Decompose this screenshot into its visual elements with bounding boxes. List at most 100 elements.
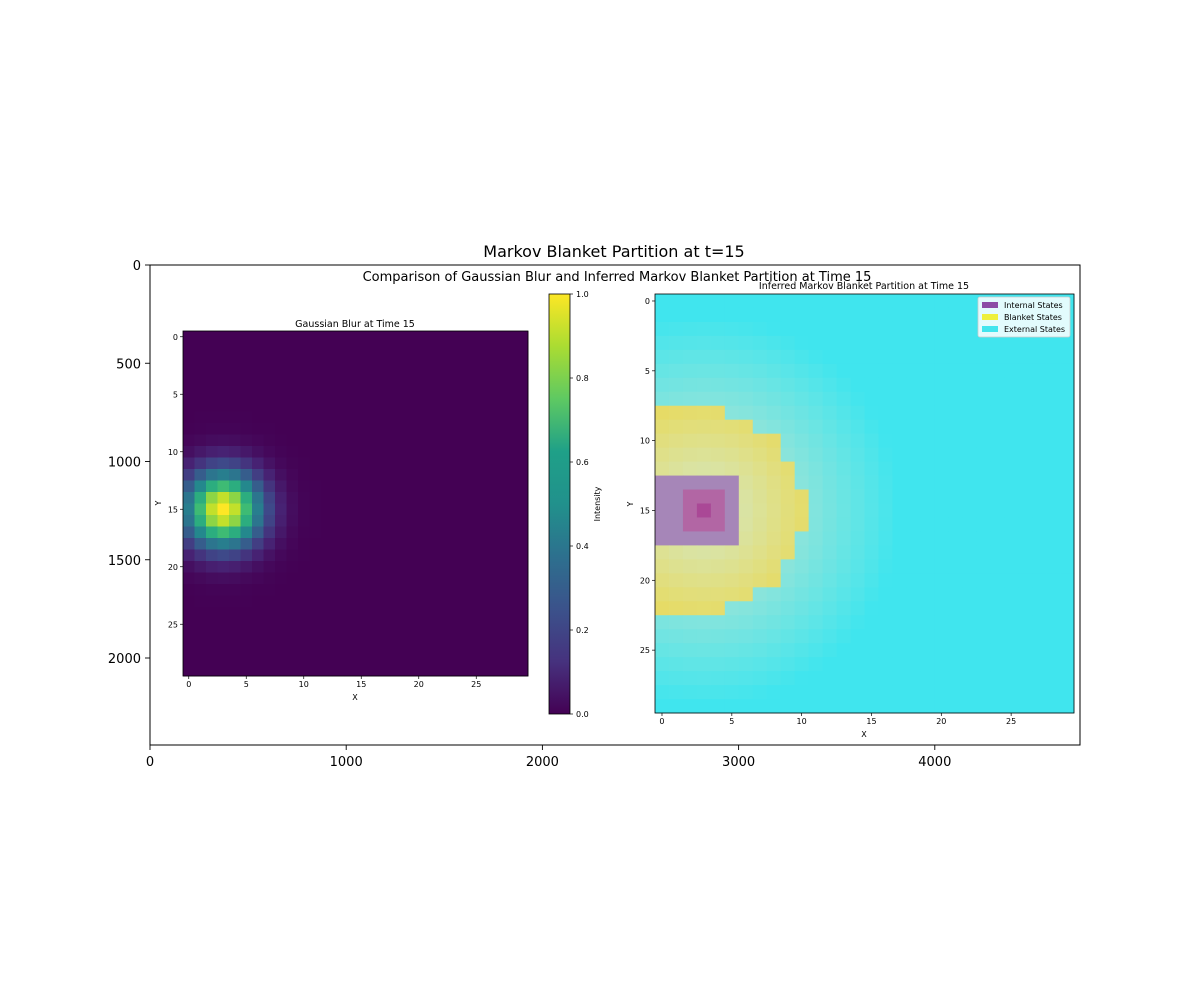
- heatmap-cell: [309, 480, 322, 493]
- partition-cell: [738, 615, 754, 630]
- heatmap-cell: [378, 538, 391, 550]
- partition-cell: [976, 349, 991, 365]
- heatmap-cell: [355, 354, 368, 366]
- outer-x-tick-label: 1000: [330, 755, 363, 770]
- partition-cell: [738, 377, 754, 393]
- heatmap-cell: [470, 411, 483, 424]
- heatmap-cell: [217, 400, 230, 412]
- heatmap-cell: [217, 365, 230, 378]
- heatmap-cell: [367, 457, 379, 470]
- partition-cell: [668, 294, 684, 309]
- partition-cell: [710, 671, 726, 686]
- partition-cell: [822, 615, 837, 630]
- heatmap-cell: [482, 365, 494, 378]
- partition-cell: [1004, 349, 1019, 365]
- partition-cell: [976, 405, 991, 421]
- heatmap-cell: [401, 492, 414, 504]
- heatmap-cell: [424, 411, 437, 424]
- partition-cell: [1032, 573, 1047, 588]
- outer-axes-frame: [149, 264, 1081, 746]
- heatmap-cell: [413, 572, 425, 585]
- partition-cell: [682, 671, 698, 686]
- partition-cell: [822, 307, 837, 323]
- partition-cell: [1018, 335, 1033, 351]
- heatmap-cell: [378, 630, 391, 642]
- heatmap-cell: [263, 492, 276, 504]
- partition-cell: [934, 321, 949, 337]
- heatmap-cell: [516, 584, 529, 596]
- heatmap-cell: [344, 618, 356, 631]
- heatmap-cell: [332, 388, 345, 401]
- heatmap-cell: [286, 641, 299, 654]
- heatmap-cell: [240, 423, 253, 435]
- heatmap-cell: [194, 411, 207, 424]
- partition-cell: [1032, 587, 1047, 602]
- partition-cell: [655, 419, 670, 435]
- partition-cell: [892, 587, 907, 602]
- heatmap-cell: [505, 503, 517, 516]
- partition-cell: [780, 335, 796, 351]
- partition-cell: [948, 531, 963, 546]
- heatmap-cell: [309, 630, 322, 642]
- partition-cell: [822, 391, 837, 407]
- heatmap-cell: [206, 446, 218, 458]
- heatmap-cell: [309, 526, 322, 539]
- legend-box: [977, 296, 1071, 338]
- partition-cell: [822, 685, 837, 700]
- partition-cell: [682, 629, 698, 644]
- heatmap-cell: [240, 538, 253, 550]
- heatmap-cell: [240, 446, 253, 458]
- heatmap-cell: [459, 400, 471, 412]
- partition-cell: [780, 321, 796, 337]
- partition-cell: [1032, 405, 1047, 421]
- partition-cell: [878, 433, 893, 449]
- partition-cell: [682, 531, 698, 546]
- heatmap-cell: [344, 400, 356, 412]
- heatmap-cell: [240, 400, 253, 412]
- heatmap-cell: [436, 400, 448, 412]
- partition-cell: [1004, 685, 1019, 700]
- heatmap-cell: [194, 572, 207, 585]
- heatmap-cell: [378, 664, 391, 677]
- partition-cell: [976, 433, 991, 449]
- heatmap-cell: [447, 607, 460, 619]
- heatmap-cell: [298, 365, 310, 378]
- partition-cell: [962, 461, 977, 476]
- heatmap-cell: [286, 342, 299, 355]
- heatmap-cell: [240, 595, 253, 608]
- heatmap-cell: [459, 480, 471, 493]
- partition-cell: [878, 699, 893, 714]
- partition-cell: [976, 391, 991, 407]
- heatmap-cell: [424, 549, 437, 562]
- heatmap-cell: [493, 653, 506, 665]
- partition-cell: [696, 294, 712, 309]
- heatmap-cell: [229, 354, 241, 366]
- partition-cell: [724, 559, 740, 574]
- heatmap-cell: [344, 515, 356, 527]
- partition-cell: [878, 587, 893, 602]
- y-tick-label: 20: [640, 576, 650, 585]
- partition-cell: [1018, 391, 1033, 407]
- partition-cell: [878, 559, 893, 574]
- heatmap-cell: [229, 515, 241, 527]
- partition-cell: [920, 321, 935, 337]
- heatmap-cell: [321, 561, 333, 573]
- heatmap-cell: [229, 469, 241, 481]
- partition-cell: [696, 363, 712, 379]
- heatmap-cell: [436, 653, 448, 665]
- heatmap-cell: [436, 641, 448, 654]
- partition-cell: [906, 335, 921, 351]
- heatmap-cell: [321, 584, 333, 596]
- heatmap-cell: [309, 446, 322, 458]
- heatmap-cell: [240, 411, 253, 424]
- heatmap-cell: [482, 641, 494, 654]
- heatmap-cell: [332, 607, 345, 619]
- heatmap-cell: [275, 641, 287, 654]
- heatmap-cell: [206, 595, 218, 608]
- heatmap-cell: [413, 630, 425, 642]
- partition-cell: [976, 671, 991, 686]
- heatmap-cell: [413, 641, 425, 654]
- heatmap-cell: [206, 664, 218, 677]
- heatmap-cell: [206, 377, 218, 389]
- partition-cell: [976, 503, 991, 518]
